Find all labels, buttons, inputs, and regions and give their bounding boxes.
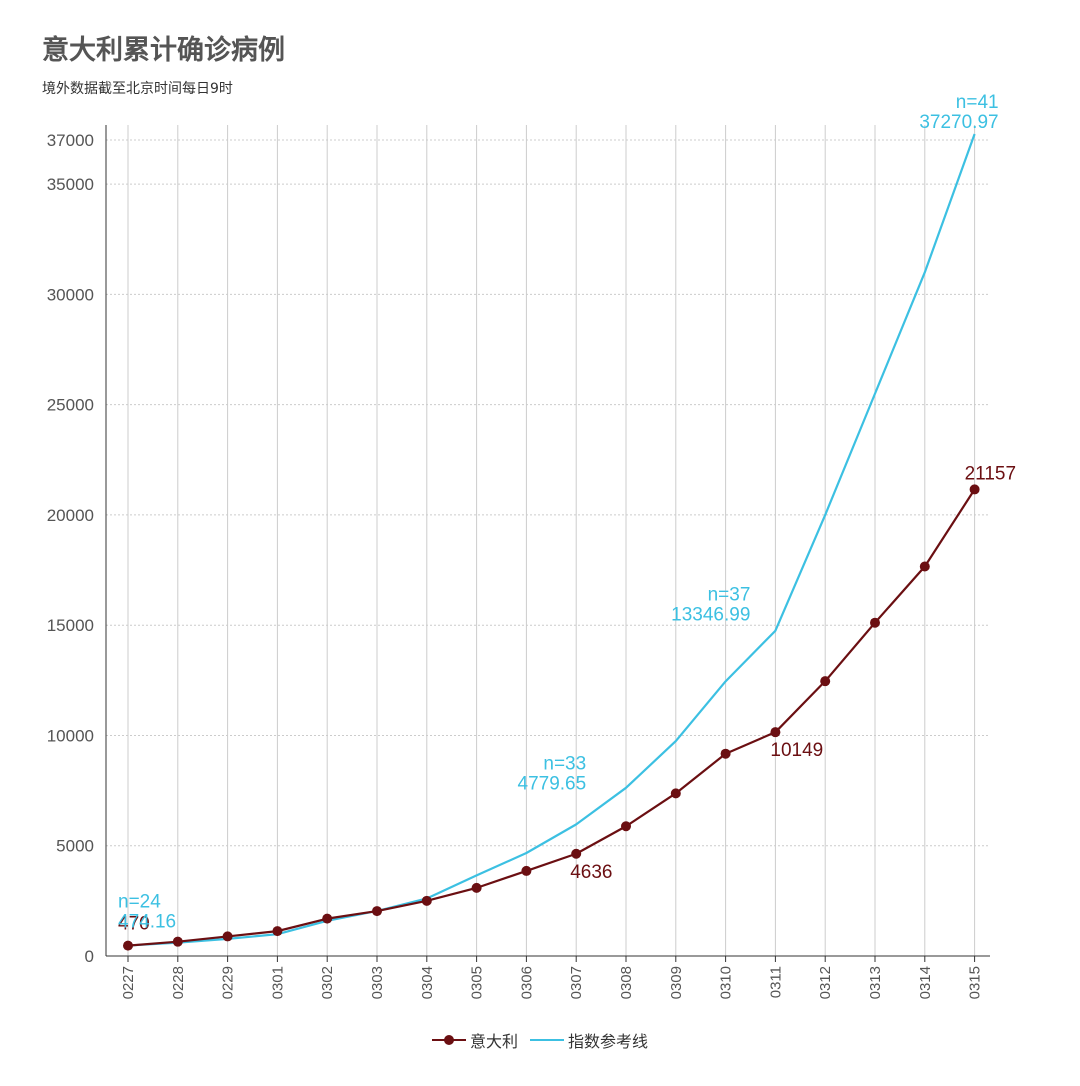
data-point-italy <box>820 676 831 687</box>
legend-marker-reference <box>530 1033 564 1047</box>
x-tick-label: 0301 <box>269 966 286 999</box>
y-tick-label: 0 <box>85 947 94 966</box>
x-tick-label: 0310 <box>718 966 735 999</box>
x-tick-label: 0302 <box>319 966 336 999</box>
data-point-italy <box>172 936 183 947</box>
x-tick-label: 0313 <box>867 966 884 999</box>
data-point-italy <box>372 906 382 917</box>
data-point-italy <box>770 727 781 738</box>
y-tick-label: 10000 <box>47 726 94 745</box>
data-point-italy <box>222 931 233 942</box>
chart-legend: 意大利 指数参考线 <box>0 1028 1080 1052</box>
data-label: 21157 <box>965 463 1016 484</box>
legend-item-reference: 指数参考线 <box>530 1028 648 1052</box>
y-tick-label: 5000 <box>56 837 94 856</box>
data-point-italy <box>870 617 880 628</box>
x-tick-label: 0308 <box>618 966 635 999</box>
x-tick-label: 0229 <box>220 966 237 999</box>
data-label: 4779.65 <box>518 773 587 794</box>
data-point-italy <box>621 821 631 832</box>
data-point-italy <box>123 940 133 951</box>
chart-title: 意大利累计确诊病例 <box>42 35 285 66</box>
x-tick-label: 0304 <box>419 966 436 999</box>
data-point-italy <box>720 748 731 759</box>
x-tick-label: 0312 <box>817 966 834 999</box>
series-line-reference <box>127 133 976 947</box>
data-point-italy <box>471 882 482 893</box>
data-label: 37270.97 <box>919 112 998 133</box>
legend-item-italy: 意大利 <box>431 1028 518 1052</box>
data-label: 10149 <box>770 740 823 761</box>
data-point-italy <box>571 848 582 859</box>
x-tick-label: 0314 <box>917 966 934 999</box>
series-line-italy <box>127 488 976 947</box>
data-label-n: n=33 <box>543 753 586 774</box>
x-tick-label: 0309 <box>668 966 685 999</box>
data-point-italy <box>919 561 930 572</box>
data-label: 13346.99 <box>671 605 750 626</box>
data-label: 4636 <box>570 862 612 883</box>
chart-subtitle: 境外数据截至北京时间每日9时 <box>42 81 233 97</box>
data-label: 474.16 <box>118 912 176 933</box>
x-tick-label: 0227 <box>120 966 137 999</box>
x-tick-label: 0311 <box>767 966 784 998</box>
data-point-italy <box>272 926 283 937</box>
x-tick-label: 0315 <box>967 966 984 999</box>
y-tick-label: 15000 <box>47 616 94 635</box>
y-tick-label: 25000 <box>47 396 94 415</box>
data-point-italy <box>521 865 532 876</box>
x-tick-label: 0306 <box>518 966 535 999</box>
data-point-italy <box>670 788 681 799</box>
y-tick-label: 37000 <box>47 131 94 150</box>
y-tick-label: 30000 <box>47 285 94 304</box>
x-tick-label: 0228 <box>170 966 187 999</box>
legend-marker-italy <box>431 1033 466 1047</box>
x-tick-label: 0303 <box>369 966 386 999</box>
line-chart: 0 5000 10000 15000 20000 25000 30000 35000 37000… <box>47 92 1016 999</box>
data-point-italy <box>421 895 432 906</box>
legend-label-italy: 意大利 <box>469 1032 518 1051</box>
y-tick-label: 35000 <box>47 175 94 194</box>
data-point-italy <box>322 913 333 924</box>
x-tick-label: 0307 <box>568 966 585 999</box>
y-tick-label: 20000 <box>47 506 94 525</box>
x-tick-label: 0305 <box>469 966 486 999</box>
legend-label-reference: 指数参考线 <box>568 1032 649 1051</box>
data-label-n: n=37 <box>708 585 751 606</box>
data-label-n: n=41 <box>956 92 999 113</box>
data-label-n: n=24 <box>118 892 161 913</box>
data-label: 470 <box>118 914 150 935</box>
data-point-italy <box>969 484 980 495</box>
